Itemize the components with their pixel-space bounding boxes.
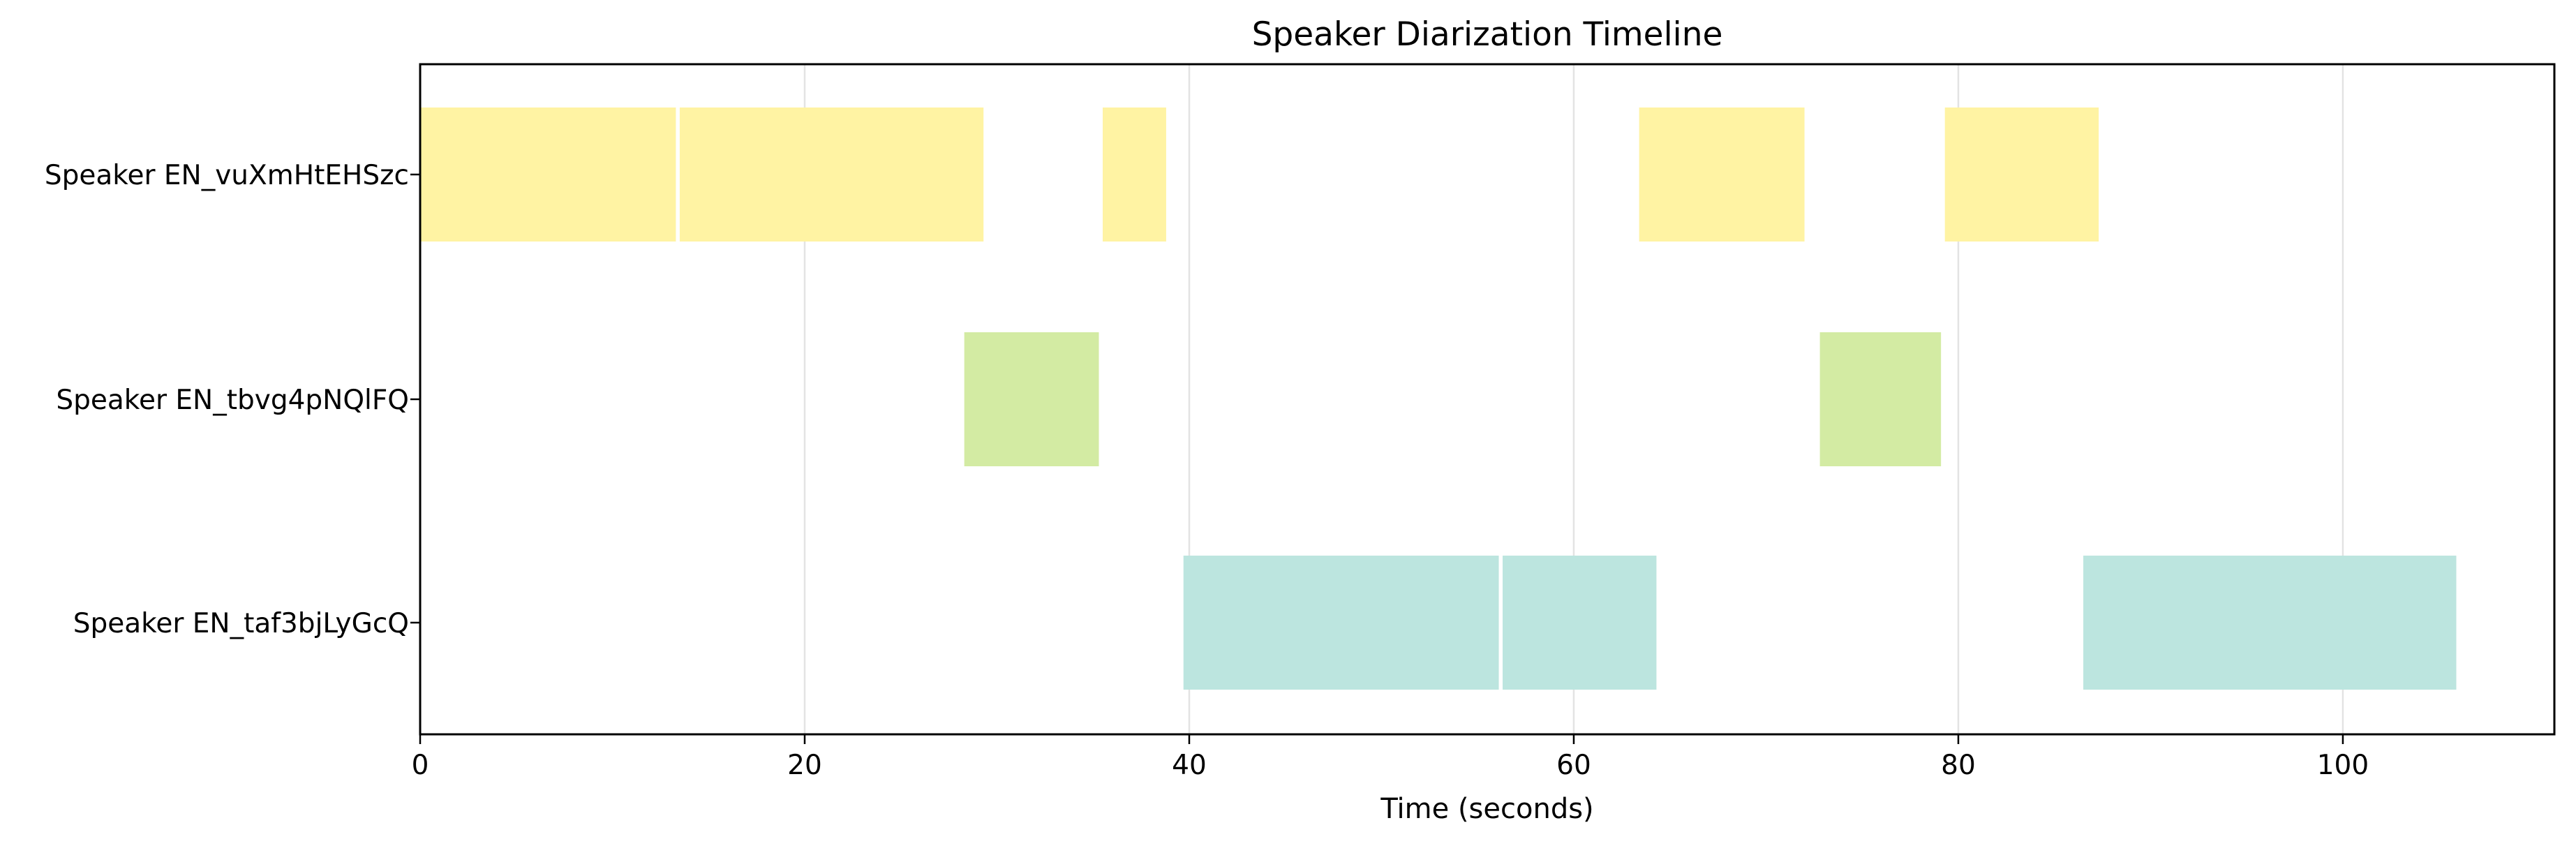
speech-segment-bar: [2083, 556, 2457, 690]
speech-segment-bar: [420, 107, 676, 242]
speech-segment-bar: [1944, 107, 2099, 242]
speech-segment-bar: [964, 332, 1099, 466]
speaker-labels: Speaker EN_vuXmHtEHSzc Speaker EN_tbvg4pN…: [45, 160, 420, 639]
speech-segment-bar: [1819, 332, 1942, 466]
speech-segment-bar: [1639, 107, 1805, 242]
chart-title: Speaker Diarization Timeline: [1252, 15, 1723, 54]
x-axis-ticks: 0 20 40 60 80 100: [412, 734, 2369, 781]
x-tick-label: 40: [1172, 750, 1207, 781]
x-tick-label: 0: [412, 750, 429, 781]
x-tick-label: 80: [1941, 750, 1976, 781]
speaker-label: Speaker EN_tbvg4pNQlFQ: [56, 385, 409, 416]
speech-segment-bar: [679, 107, 984, 242]
speech-segments: [420, 107, 2457, 690]
x-tick-label: 20: [787, 750, 822, 781]
speaker-label: Speaker EN_taf3bjLyGcQ: [73, 608, 409, 639]
plot-frame: [419, 63, 2556, 736]
speech-segment-bar: [1503, 556, 1657, 690]
x-axis-label: Time (seconds): [1380, 793, 1593, 825]
x-tick-label: 100: [2317, 750, 2369, 781]
speech-segment-bar: [1183, 556, 1499, 690]
x-tick-label: 60: [1556, 750, 1591, 781]
speaker-label: Speaker EN_vuXmHtEHSzc: [45, 160, 409, 191]
speech-segment-bar: [1103, 107, 1166, 242]
